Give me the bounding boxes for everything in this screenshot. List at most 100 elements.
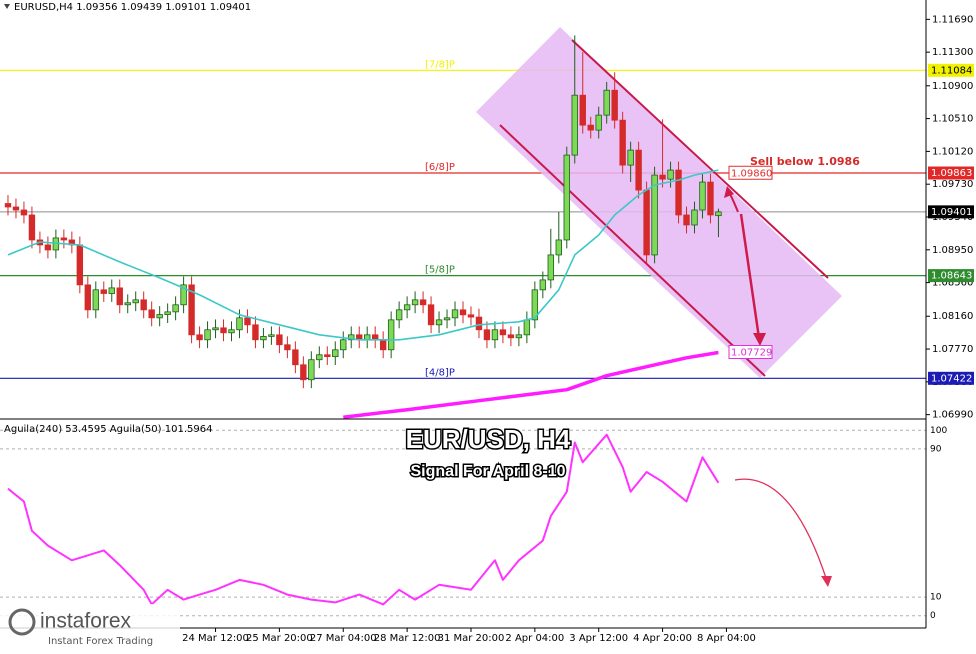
- channel-area: [476, 27, 842, 378]
- price-box-label: 1.09863: [931, 168, 972, 179]
- candle-body: [148, 309, 155, 319]
- y-tick-label: 1.09730: [932, 179, 973, 190]
- candle-body: [220, 327, 227, 334]
- overlay-title: EUR/USD, H4: [406, 424, 571, 454]
- candle-body: [292, 349, 299, 366]
- price-box-label: 1.11084: [931, 65, 972, 76]
- candle-body: [571, 94, 578, 156]
- price-box: [928, 269, 974, 283]
- candle-body: [619, 119, 626, 166]
- y-tick-label: 10: [930, 593, 942, 603]
- candle-body: [20, 209, 28, 216]
- price-box-label: 1.09401: [931, 207, 972, 218]
- candle-body: [348, 334, 355, 341]
- candle-body: [603, 89, 610, 116]
- x-tick-label: 27 Mar 04:00: [310, 633, 377, 644]
- candle-body: [252, 324, 259, 341]
- y-tick-label: 1.10120: [932, 146, 973, 157]
- x-tick-label: 3 Apr 12:00: [569, 633, 628, 644]
- candle-body: [84, 284, 92, 311]
- candle-body: [411, 299, 419, 306]
- annotation-box: [728, 165, 773, 180]
- price-box-label: 1.07422: [931, 373, 972, 384]
- candle-body: [276, 334, 283, 346]
- candle-body: [140, 299, 147, 311]
- brand-name: instaforex: [40, 610, 132, 633]
- candle-body: [44, 244, 52, 251]
- pullback-arrow: [729, 193, 739, 213]
- candle-body: [467, 314, 475, 318]
- candle-body: [395, 309, 403, 321]
- candle-body: [124, 302, 131, 306]
- indicator-arrowhead: [821, 576, 832, 587]
- candle-body: [188, 284, 195, 336]
- axis-layer: 1.11690 1.11300 1.10900 1.10510 1.10120 1.097…: [182, 14, 974, 644]
- candle-body: [499, 329, 507, 336]
- candle-body: [12, 206, 20, 211]
- candle-body: [611, 89, 618, 121]
- candle-body: [4, 203, 12, 208]
- chart-header: EURUSD,H4 1.09356 1.09439 1.09101 1.0940…: [14, 2, 251, 13]
- candle-body: [268, 334, 275, 337]
- candle-body: [427, 304, 435, 326]
- candle-body: [332, 349, 339, 358]
- candle-body: [579, 94, 586, 126]
- candle-body: [108, 287, 115, 294]
- candle-body: [387, 319, 395, 351]
- brand-tagline: Instant Forex Trading: [48, 636, 153, 647]
- candle-body: [459, 309, 467, 316]
- pullback-arrowhead: [724, 186, 734, 198]
- candle-body: [236, 317, 243, 331]
- line-series: [7, 433, 720, 606]
- price-box: [928, 371, 974, 385]
- y-tick-label: 1.11300: [932, 47, 973, 58]
- level-name: [6/8]P: [425, 162, 455, 173]
- candle-body: [691, 209, 698, 226]
- candle-body: [204, 329, 211, 341]
- candle-body: [531, 289, 539, 321]
- candle-body: [308, 359, 315, 381]
- price-box: [928, 205, 974, 219]
- candle-body: [156, 314, 163, 319]
- overlay-subtitle: Signal For April 8-10: [411, 463, 566, 480]
- x-tick-label: 31 Mar 20:00: [438, 633, 505, 644]
- candle-body: [435, 319, 443, 326]
- symbol-icon: [4, 4, 10, 9]
- candle-body: [100, 289, 107, 294]
- candle-body: [172, 304, 179, 313]
- y-tick-label: 1.10900: [932, 81, 973, 92]
- candle-body: [659, 174, 666, 180]
- candle-body: [515, 334, 523, 339]
- y-tick-label: 1.08560: [932, 278, 973, 289]
- candle-body: [419, 299, 427, 306]
- marks-layer: [4, 35, 722, 606]
- annotation-layer: [724, 186, 832, 587]
- y-tick-label: 90: [930, 444, 942, 454]
- line-series: [343, 350, 719, 419]
- candle-body: [228, 329, 235, 334]
- candle-body: [715, 211, 722, 217]
- level-name: [7/8]P: [425, 59, 455, 70]
- indicator-arrow: [734, 478, 827, 579]
- candle-body: [92, 289, 99, 311]
- channel-lower: [499, 124, 766, 377]
- annotation-label: 1.07729: [731, 347, 772, 358]
- y-tick-label: 1.11690: [932, 14, 973, 25]
- x-tick-label: 25 Mar 20:00: [246, 633, 313, 644]
- price-box-label: 1.08643: [931, 271, 972, 282]
- line-series: [7, 169, 719, 341]
- candle-body: [547, 254, 555, 281]
- annotation-label: 1.09860: [731, 168, 772, 179]
- x-tick-label: 4 Apr 20:00: [633, 633, 692, 644]
- x-tick-label: 28 Mar 12:00: [374, 633, 441, 644]
- candle-body: [260, 336, 267, 341]
- candle-body: [212, 327, 219, 331]
- candle-body: [651, 174, 658, 256]
- candle-body: [555, 239, 562, 256]
- candle-body: [116, 287, 123, 306]
- candle-body: [595, 114, 602, 131]
- x-tick-label: 2 Apr 04:00: [505, 633, 564, 644]
- candle-body: [475, 316, 483, 331]
- y-tick-label: 1.08160: [932, 311, 973, 322]
